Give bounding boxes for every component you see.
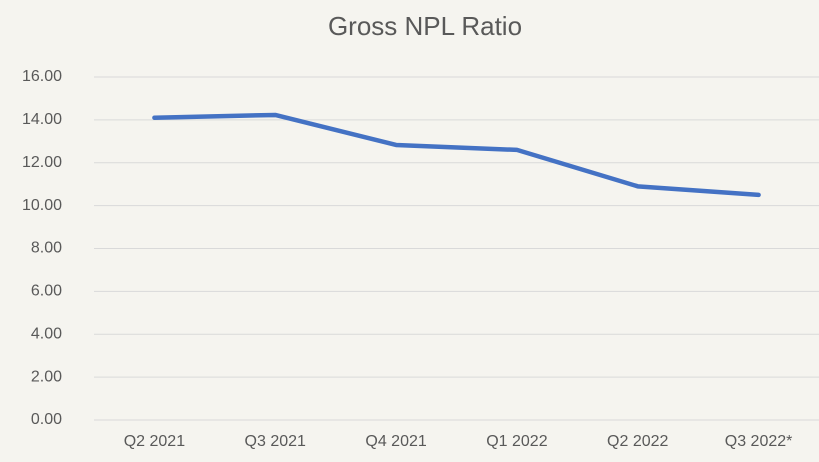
y-tick-label: 14.00 <box>22 111 62 128</box>
y-tick-label: 4.00 <box>31 325 62 342</box>
x-tick-label: Q3 2021 <box>245 433 306 450</box>
line <box>152 112 761 198</box>
y-tick-label: 8.00 <box>31 240 62 257</box>
y-tick-label: 6.00 <box>31 283 62 300</box>
x-tick-label: Q1 2022 <box>486 433 547 450</box>
y-tick-label: 16.00 <box>22 68 62 85</box>
y-tick-label: 12.00 <box>22 154 62 171</box>
y-tick-label: 0.00 <box>31 411 62 428</box>
x-tick-label: Q3 2022* <box>725 433 793 450</box>
x-tick-label: Q4 2021 <box>365 433 426 450</box>
x-tick-label: Q2 2021 <box>124 433 185 450</box>
y-tick-label: 2.00 <box>31 368 62 385</box>
y-tick-label: 10.00 <box>22 197 62 214</box>
chart-title: Gross NPL Ratio <box>328 11 522 41</box>
x-tick-label: Q2 2022 <box>607 433 668 450</box>
